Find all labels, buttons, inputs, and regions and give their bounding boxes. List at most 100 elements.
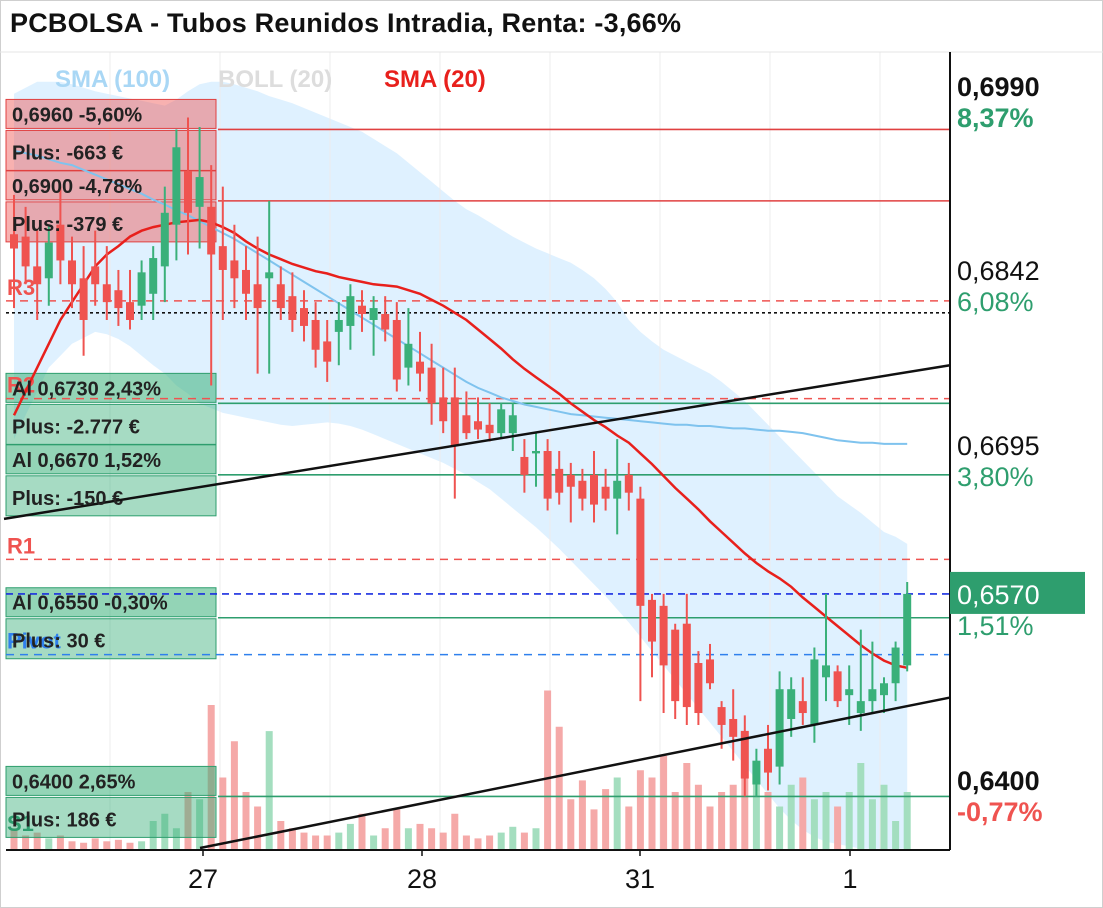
candle	[358, 290, 366, 332]
order-box-plus: Plus: -2.777 €	[12, 416, 140, 438]
candle	[334, 302, 343, 366]
candle	[21, 206, 30, 285]
candle-body	[891, 647, 900, 684]
order-box-price: 0,6400 2,65%	[12, 771, 136, 793]
candle	[740, 715, 749, 797]
volume-bar	[370, 835, 378, 850]
volume-bar	[219, 777, 227, 850]
candle-body	[694, 663, 703, 714]
volume-bar	[752, 770, 760, 850]
order-box-plus: Plus: -379 €	[12, 214, 123, 236]
candle-body	[207, 206, 216, 255]
candle	[427, 343, 436, 425]
volume-bar	[625, 806, 633, 850]
candle-body	[265, 272, 274, 279]
order-box-price: 0,6960 -5,60%	[12, 104, 142, 126]
candle	[891, 641, 900, 702]
x-tick-label: 28	[407, 864, 437, 894]
volume-bar	[68, 841, 76, 850]
order-box-top	[5, 444, 217, 475]
candle	[659, 593, 668, 714]
candle-body	[184, 171, 192, 213]
volume-bar	[520, 832, 528, 850]
candle-body	[427, 367, 436, 404]
candle-body	[601, 486, 610, 499]
candle-body	[358, 305, 366, 315]
volume-bar	[358, 813, 366, 850]
candle	[462, 391, 471, 440]
candle	[903, 582, 912, 672]
volume-bar	[103, 841, 111, 850]
legend-layer: SMA (100) BOLL (20) SMA (20)	[55, 66, 486, 93]
candle-body	[485, 424, 494, 434]
candle-body	[532, 451, 540, 454]
candle	[555, 451, 564, 505]
candle	[648, 593, 656, 678]
volume-bar	[138, 841, 146, 850]
candle-body	[276, 284, 285, 309]
candle-body	[810, 659, 819, 725]
volume-bar	[868, 799, 876, 850]
volume-bar	[196, 799, 204, 850]
volume-bar	[555, 726, 563, 850]
candle	[102, 246, 111, 320]
percent-tick: 6,08%	[957, 287, 1034, 317]
candle	[798, 677, 807, 725]
volume-bar	[834, 806, 842, 850]
candle-body	[543, 451, 552, 499]
candle-body	[416, 361, 424, 374]
trendline-upper	[3, 364, 951, 521]
candle	[242, 246, 250, 320]
candle	[323, 319, 332, 382]
candle	[787, 677, 796, 737]
candle	[613, 439, 622, 535]
volume-bar	[602, 789, 610, 850]
candle	[729, 689, 738, 761]
candle	[706, 643, 714, 690]
candle	[56, 186, 65, 285]
candle	[149, 246, 158, 320]
level-label-pivot: Pivot	[7, 629, 61, 654]
candle	[33, 230, 42, 320]
candle-body	[381, 314, 390, 330]
level-label-r1: R1	[7, 533, 35, 558]
order-box-price: Al 0,6670 1,52%	[12, 450, 161, 472]
candle-body	[845, 689, 854, 696]
candle-body	[21, 236, 30, 267]
order-box-plus: Plus: 30 €	[12, 631, 105, 653]
candle	[265, 200, 274, 374]
volume-bar	[486, 835, 494, 850]
volume-bar	[33, 832, 41, 850]
candle	[126, 269, 134, 330]
price-tick: 0,6842	[957, 256, 1040, 286]
candle-body	[33, 266, 42, 285]
candle	[636, 486, 645, 702]
volume-bar	[892, 821, 900, 850]
candle-body	[775, 689, 784, 767]
candle	[601, 468, 610, 511]
candle	[845, 665, 854, 725]
volume-bar	[288, 828, 296, 850]
level-label-s1: S1	[7, 811, 34, 836]
volume-bar	[91, 838, 99, 850]
legend-item: SMA (20)	[384, 66, 486, 93]
volume-bar	[45, 838, 53, 850]
candle	[671, 623, 680, 719]
candle	[381, 296, 390, 342]
volume-bar	[636, 770, 644, 850]
candle-body	[369, 308, 378, 320]
candle	[195, 127, 204, 249]
candle	[207, 165, 216, 386]
candle	[172, 129, 181, 261]
candle	[810, 647, 819, 743]
volume-bar	[242, 792, 250, 850]
candle-body	[636, 498, 645, 606]
candle	[682, 593, 691, 725]
volume-bar	[741, 777, 749, 850]
order-box-price: 0,6900 -4,78%	[12, 176, 142, 198]
level-label-r3: R3	[7, 275, 35, 300]
price-tick: 0,6570	[957, 580, 1040, 610]
percent-tick: -0,77%	[957, 797, 1043, 827]
candle	[346, 284, 355, 350]
volume-bar	[845, 792, 853, 850]
